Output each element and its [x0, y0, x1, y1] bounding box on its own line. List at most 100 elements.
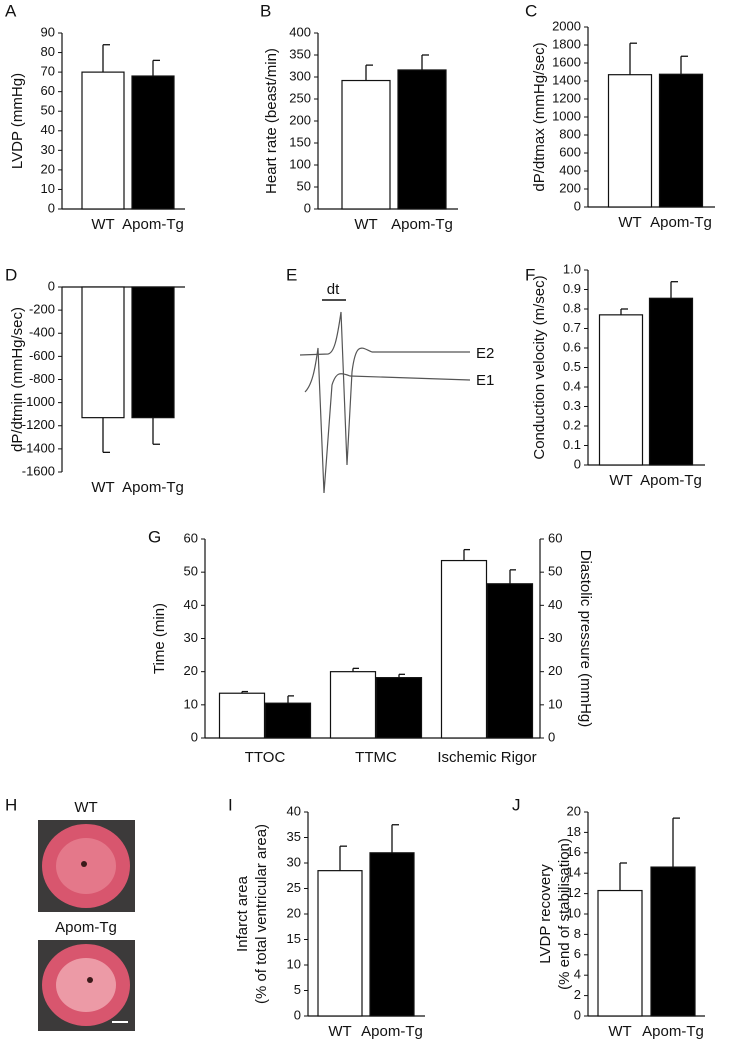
- y-tick-label: 0.7: [563, 320, 581, 335]
- y-tick-label: 20: [567, 803, 581, 818]
- y-tick-label: 90: [41, 24, 55, 39]
- y-axis-label: Time (min): [151, 603, 168, 674]
- y2-tick-label: 10: [548, 696, 562, 711]
- y-tick-label: 400: [559, 162, 581, 177]
- y-tick-label: 40: [41, 122, 55, 137]
- dt-label: dt: [327, 281, 340, 298]
- y-axis-label: Infarct area: [234, 875, 251, 952]
- y-tick-label: 5: [294, 982, 301, 997]
- bar: [397, 69, 447, 210]
- y2-tick-label: 40: [548, 597, 562, 612]
- bar: [329, 671, 377, 739]
- y-tick-label: 6: [574, 946, 581, 961]
- bar: [597, 889, 643, 1017]
- y-tick-label: 0: [191, 729, 198, 744]
- x-tick-label: WT: [608, 1023, 631, 1040]
- bar: [486, 583, 534, 739]
- y-axis-label: LVDP recovery: [537, 864, 554, 964]
- y-tick-label: 12: [567, 885, 581, 900]
- x-tick-label: Apom-Tg: [361, 1023, 423, 1040]
- y-tick-label: 30: [287, 854, 301, 869]
- y-tick-label: 15: [287, 931, 301, 946]
- x-tick-label: TTOC: [245, 749, 286, 766]
- trace-e1: [304, 347, 471, 494]
- y-tick-label: 30: [41, 142, 55, 157]
- panel-letter: J: [512, 795, 521, 814]
- y-tick-label: 20: [184, 663, 198, 678]
- y-tick-label: 80: [41, 44, 55, 59]
- bar: [341, 79, 391, 210]
- x-tick-label: WT: [328, 1023, 351, 1040]
- x-tick-label: Apom-Tg: [122, 479, 184, 496]
- bar: [81, 286, 125, 419]
- y-tick-label: 2000: [552, 18, 581, 33]
- y-tick-label: 150: [289, 134, 311, 149]
- y-tick-label: 0.1: [563, 437, 581, 452]
- y-tick-label: 200: [289, 112, 311, 127]
- bar: [131, 75, 175, 210]
- y-tick-label: 0.9: [563, 281, 581, 296]
- trace-label: E2: [476, 345, 494, 362]
- panel-letter: D: [5, 265, 17, 284]
- panel-letter: I: [228, 795, 233, 814]
- y-tick-label: 300: [289, 68, 311, 83]
- y-tick-label: -400: [29, 325, 55, 340]
- bar: [440, 559, 488, 739]
- bar: [375, 677, 423, 739]
- y-tick-label: 20: [41, 161, 55, 176]
- panel-letter: E: [286, 265, 297, 284]
- y2-axis-label: Diastolic pressure (mmHg): [577, 550, 594, 728]
- y-axis-label: Conduction velocity (m/sec): [531, 275, 548, 459]
- x-tick-label: WT: [609, 472, 632, 489]
- y-tick-label: 0: [294, 1007, 301, 1022]
- panel-letter: G: [148, 527, 161, 546]
- y-tick-label: 0.6: [563, 339, 581, 354]
- x-tick-label: Apom-Tg: [650, 214, 712, 231]
- y2-tick-label: 0: [548, 729, 555, 744]
- y-tick-label: 2: [574, 987, 581, 1002]
- y-tick-label: 14: [567, 865, 581, 880]
- image-label: Apom-Tg: [55, 919, 117, 936]
- y-tick-label: 50: [297, 178, 311, 193]
- y-tick-label: -1600: [22, 463, 55, 478]
- y-tick-label: 60: [41, 83, 55, 98]
- x-tick-label: WT: [618, 214, 641, 231]
- y-tick-label: -1400: [22, 440, 55, 455]
- y-tick-label: 8: [574, 926, 581, 941]
- y-tick-label: 1400: [552, 72, 581, 87]
- x-tick-label: Apom-Tg: [391, 216, 453, 233]
- y2-tick-label: 60: [548, 530, 562, 545]
- panel-letter: C: [525, 1, 537, 20]
- y2-tick-label: 30: [548, 630, 562, 645]
- y-tick-label: 0: [574, 456, 581, 471]
- y-tick-label: 10: [287, 956, 301, 971]
- y-tick-label: 1800: [552, 36, 581, 51]
- trace-label: E1: [476, 372, 494, 389]
- y-tick-label: 800: [559, 126, 581, 141]
- y-axis-label: (% of total ventricular area): [253, 824, 270, 1004]
- y-tick-label: 0: [48, 278, 55, 293]
- y-tick-label: 35: [287, 829, 301, 844]
- x-tick-label: Apom-Tg: [640, 472, 702, 489]
- y2-tick-label: 50: [548, 564, 562, 579]
- y-tick-label: 250: [289, 90, 311, 105]
- y-tick-label: 100: [289, 156, 311, 171]
- bar: [218, 692, 266, 739]
- panel-letter: F: [525, 265, 535, 284]
- y-tick-label: 1.0: [563, 261, 581, 276]
- panel-letter: A: [5, 1, 17, 20]
- y-tick-label: 10: [184, 696, 198, 711]
- x-tick-label: Ischemic Rigor: [437, 749, 536, 766]
- y-tick-label: 50: [184, 564, 198, 579]
- x-tick-label: WT: [91, 479, 114, 496]
- lumen: [81, 861, 87, 867]
- y-tick-label: 0.2: [563, 417, 581, 432]
- trace-e2: [299, 311, 470, 466]
- y-tick-label: 0: [48, 200, 55, 215]
- x-tick-label: Apom-Tg: [122, 216, 184, 233]
- image-panel: H WT Apom-Tg: [5, 795, 135, 1031]
- bar: [264, 702, 312, 739]
- y-tick-label: 60: [184, 530, 198, 545]
- panel-letter: H: [5, 795, 17, 814]
- y-tick-label: 0: [304, 200, 311, 215]
